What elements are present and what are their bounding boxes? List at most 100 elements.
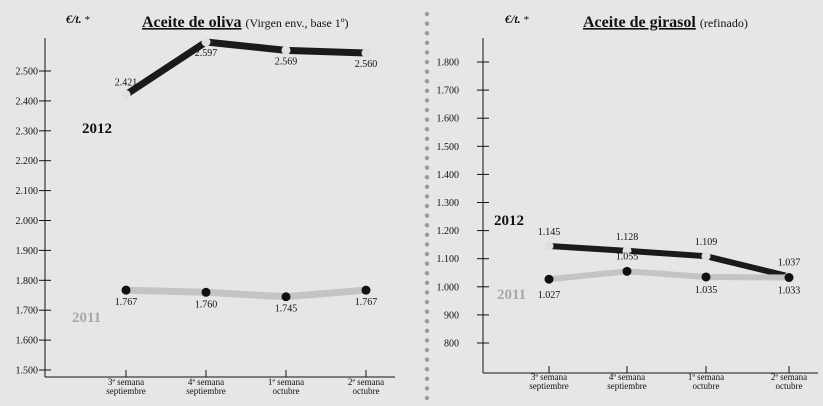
data-label: 2.560 bbox=[355, 59, 378, 70]
x-tick-label: 1ª semana bbox=[268, 377, 304, 387]
y-tick-label: 1.900 bbox=[16, 246, 39, 257]
sunflower-oil-chart: €/t. * Aceite de girasol (refinado) 800 900 1.… bbox=[437, 12, 818, 391]
divider-dot bbox=[424, 376, 430, 381]
divider-dot bbox=[424, 309, 430, 314]
divider-dot bbox=[424, 59, 430, 65]
divider-dot bbox=[424, 88, 430, 94]
divider-dot bbox=[424, 280, 430, 285]
divider-dot bbox=[424, 299, 430, 305]
divider-dot bbox=[424, 165, 430, 170]
series-line-2011 bbox=[548, 268, 790, 283]
chart-title-line: Aceite de oliva (Virgen env., base 1º) bbox=[142, 14, 349, 31]
divider-dot bbox=[424, 175, 430, 180]
data-label: 1.745 bbox=[275, 304, 298, 315]
series-line-2012 bbox=[124, 38, 367, 98]
data-label: 2.421 bbox=[115, 78, 138, 89]
data-point bbox=[361, 48, 371, 58]
data-label: 1.767 bbox=[115, 297, 138, 308]
data-point bbox=[544, 241, 554, 251]
data-label: 2.597 bbox=[195, 48, 218, 59]
x-tick-label: 3ª semana bbox=[108, 377, 144, 387]
data-point bbox=[544, 274, 554, 284]
y-tick-label: 2.400 bbox=[16, 96, 39, 107]
series-2012: 2.421 2.597 2.569 2.560 2012 bbox=[82, 37, 377, 137]
series-name-label: 2012 bbox=[82, 121, 112, 137]
x-tick-label: septiembre bbox=[529, 381, 569, 391]
series-2011: 1.027 1.055 1.035 1.033 2011 bbox=[497, 251, 800, 303]
x-tick-label: septiembre bbox=[607, 381, 647, 391]
data-label: 1.027 bbox=[538, 290, 561, 301]
data-label: 1.128 bbox=[616, 232, 639, 243]
x-tick-label: octubre bbox=[273, 386, 300, 396]
y-tick-label: 1.500 bbox=[16, 366, 39, 377]
data-label: 1.055 bbox=[616, 251, 639, 262]
divider-dot bbox=[424, 261, 430, 266]
x-tick-label: septiembre bbox=[106, 386, 146, 396]
y-tick-label: 2.000 bbox=[16, 216, 39, 227]
data-point bbox=[701, 251, 711, 261]
x-tick-label: octubre bbox=[776, 381, 803, 391]
divider-dot bbox=[424, 395, 430, 401]
olive-oil-chart: €/t. * Aceite de oliva (Virgen env., base 1… bbox=[16, 12, 395, 396]
divider-dot bbox=[424, 146, 430, 151]
data-point bbox=[121, 285, 131, 295]
data-point bbox=[121, 90, 131, 100]
divider-dot bbox=[424, 194, 430, 199]
data-label: 1.767 bbox=[355, 297, 378, 308]
data-point bbox=[784, 273, 794, 283]
divider-dot bbox=[424, 223, 430, 228]
chart-title: Aceite de oliva bbox=[142, 14, 242, 31]
unit-label-text: €/t. bbox=[504, 12, 521, 26]
data-point bbox=[201, 37, 211, 47]
y-tick-label: 1.600 bbox=[437, 114, 460, 125]
unit-asterisk: * bbox=[524, 14, 530, 26]
divider-dot bbox=[424, 367, 430, 372]
divider-dot bbox=[424, 328, 430, 333]
y-tick-label: 1.400 bbox=[437, 170, 460, 181]
series-2012: 1.145 1.128 1.109 1.037 2012 bbox=[494, 213, 800, 281]
series-name-label: 2012 bbox=[494, 213, 524, 229]
y-tick-label: 2.200 bbox=[16, 156, 39, 167]
divider-dot bbox=[424, 21, 430, 26]
divider-dot bbox=[424, 31, 430, 36]
unit-asterisk: * bbox=[85, 14, 91, 26]
data-label: 2.569 bbox=[275, 56, 298, 67]
data-point bbox=[201, 287, 211, 297]
data-label: 1.109 bbox=[695, 237, 718, 248]
divider-dot bbox=[424, 271, 430, 276]
divider-dot bbox=[424, 386, 430, 391]
series-name-label: 2011 bbox=[497, 287, 526, 303]
divider-dot bbox=[424, 203, 430, 209]
unit-label: €/t. * bbox=[65, 12, 90, 26]
chart-subtitle: (Virgen env., base 1º) bbox=[246, 16, 349, 30]
series-line-2012 bbox=[548, 243, 790, 280]
x-tick-label: octubre bbox=[693, 381, 720, 391]
y-tick-label: 1.700 bbox=[437, 86, 460, 97]
divider-dot bbox=[424, 319, 430, 324]
divider-dot bbox=[424, 127, 430, 132]
divider-dot bbox=[424, 11, 430, 17]
data-label: 1.145 bbox=[538, 227, 561, 238]
y-tick-label: 1.100 bbox=[437, 254, 460, 265]
y-tick-label: 1.800 bbox=[16, 276, 39, 287]
divider-dot bbox=[424, 117, 430, 122]
divider-dot bbox=[424, 79, 430, 84]
divider-dot bbox=[424, 184, 430, 189]
divider-dot bbox=[424, 50, 430, 55]
series-line-2011 bbox=[125, 286, 367, 301]
data-label: 1.760 bbox=[195, 299, 218, 310]
divider-dot bbox=[424, 69, 430, 74]
data-label: 1.035 bbox=[695, 285, 718, 296]
divider-dot bbox=[424, 347, 430, 353]
chart-subtitle: (refinado) bbox=[700, 16, 748, 30]
y-tick-label: 1.600 bbox=[16, 336, 39, 347]
series-name-label: 2011 bbox=[72, 310, 101, 326]
x-tick-label: 4ª semana bbox=[609, 372, 645, 382]
x-tick-label: 2ª semana bbox=[771, 372, 807, 382]
y-tick-label: 1.500 bbox=[437, 142, 460, 153]
divider-dot bbox=[424, 251, 430, 257]
chart-title-line: Aceite de girasol (refinado) bbox=[583, 14, 748, 31]
y-tick-label: 900 bbox=[444, 310, 459, 321]
x-tick-label: 4ª semana bbox=[188, 377, 224, 387]
